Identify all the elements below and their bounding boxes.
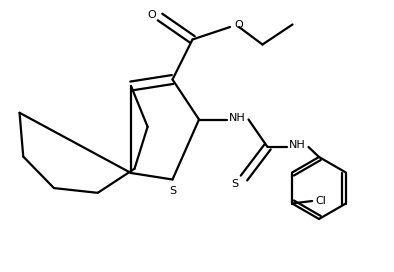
Text: NH: NH bbox=[289, 140, 306, 150]
Text: O: O bbox=[147, 10, 156, 20]
Text: O: O bbox=[234, 20, 243, 29]
Text: S: S bbox=[169, 186, 176, 196]
Text: S: S bbox=[231, 179, 238, 189]
Text: NH: NH bbox=[229, 113, 246, 122]
Text: Cl: Cl bbox=[315, 196, 326, 206]
